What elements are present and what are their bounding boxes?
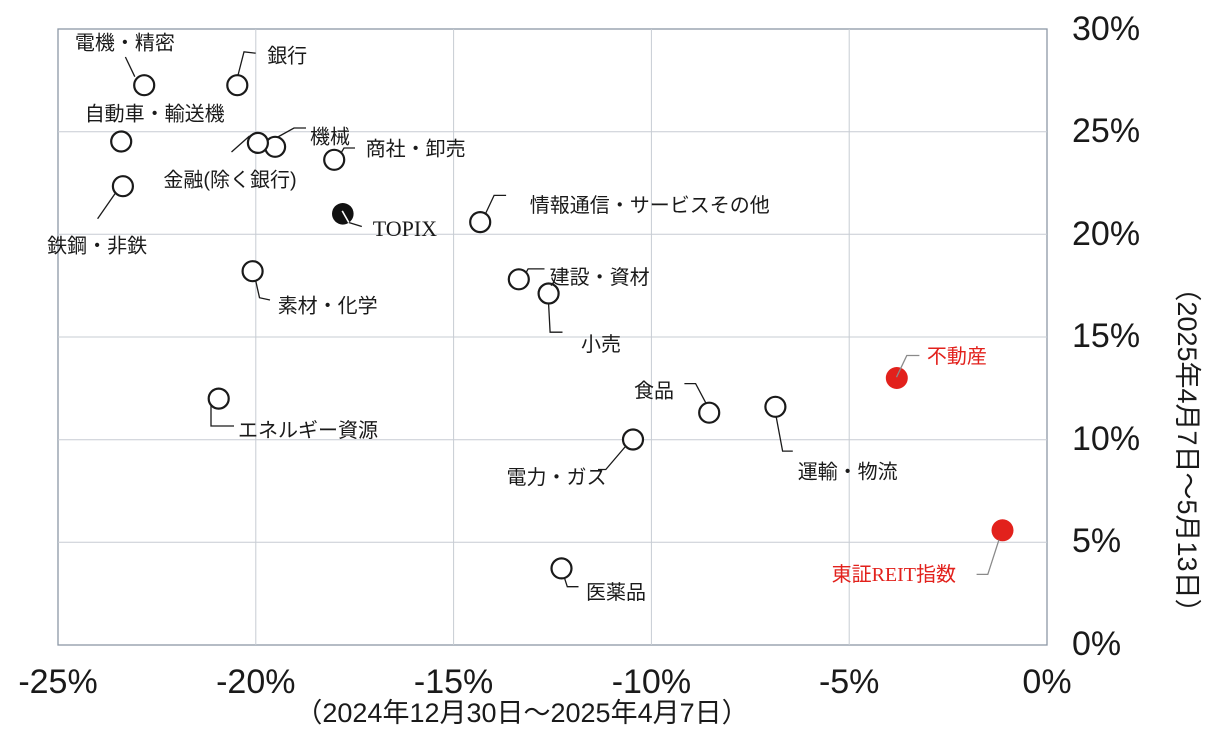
svg-text:運輸・物流: 運輸・物流: [798, 461, 898, 484]
svg-text:15%: 15%: [1072, 317, 1140, 355]
svg-text:（2024年12月30日〜2025年4月7日）: （2024年12月30日〜2025年4月7日）: [295, 698, 748, 728]
svg-text:素材・化学: 素材・化学: [278, 295, 378, 318]
svg-text:20%: 20%: [1072, 215, 1140, 253]
svg-text:30%: 30%: [1072, 10, 1140, 48]
svg-text:金融(除く銀行): 金融(除く銀行): [163, 168, 296, 191]
svg-text:0%: 0%: [1022, 663, 1071, 701]
svg-text:電力・ガス: 電力・ガス: [507, 466, 607, 489]
svg-text:（2025年4月7日〜5月13日）: （2025年4月7日〜5月13日）: [1172, 274, 1202, 625]
svg-text:TOPIX: TOPIX: [373, 216, 437, 241]
svg-text:東証REIT指数: 東証REIT指数: [832, 563, 956, 586]
svg-text:-15%: -15%: [414, 663, 493, 701]
svg-text:建設・資材: 建設・資材: [550, 266, 650, 289]
svg-text:医薬品: 医薬品: [586, 581, 646, 604]
svg-text:エネルギー資源: エネルギー資源: [238, 419, 378, 442]
svg-text:-25%: -25%: [18, 663, 97, 701]
svg-text:0%: 0%: [1072, 625, 1121, 663]
svg-text:電機・精密: 電機・精密: [75, 32, 175, 55]
svg-text:-20%: -20%: [216, 663, 295, 701]
svg-text:不動産: 不動産: [927, 345, 987, 368]
svg-text:商社・卸売: 商社・卸売: [366, 137, 466, 160]
svg-text:10%: 10%: [1072, 420, 1140, 458]
svg-text:自動車・輸送機: 自動車・輸送機: [85, 103, 225, 126]
svg-text:-10%: -10%: [612, 663, 691, 701]
svg-text:-5%: -5%: [819, 663, 879, 701]
svg-text:食品: 食品: [634, 380, 674, 403]
svg-text:鉄鋼・非鉄: 鉄鋼・非鉄: [47, 234, 147, 257]
svg-text:銀行: 銀行: [267, 44, 307, 67]
svg-text:小売: 小売: [581, 333, 621, 356]
svg-text:5%: 5%: [1072, 522, 1121, 560]
svg-text:機械: 機械: [310, 126, 350, 149]
svg-text:25%: 25%: [1072, 112, 1140, 150]
svg-text:情報通信・サービスその他: 情報通信・サービスその他: [530, 194, 770, 217]
